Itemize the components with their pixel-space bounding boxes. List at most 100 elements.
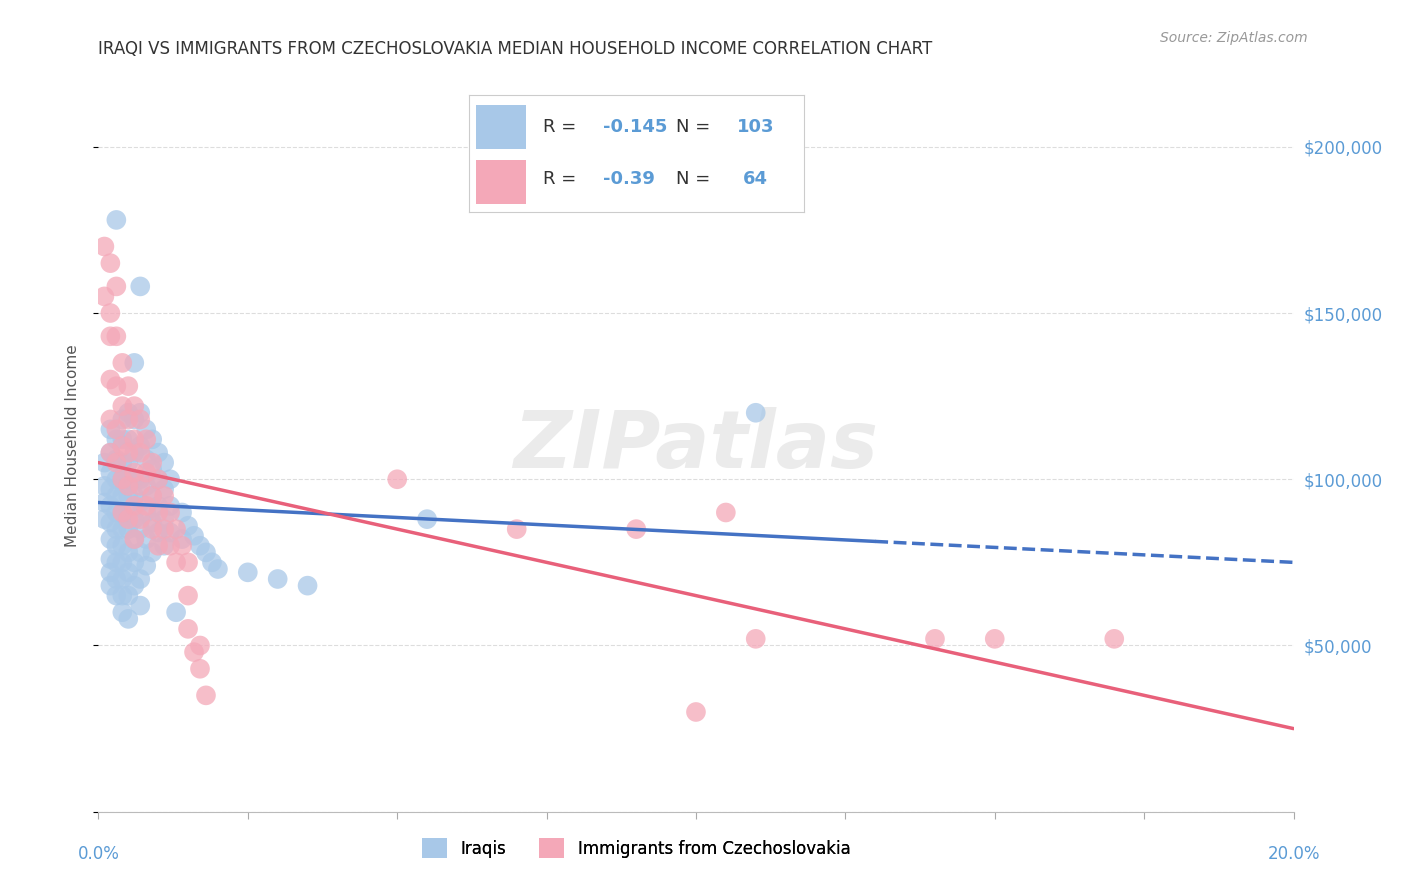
Point (506, 522, 529, 536)
Point (1104, 632, 1126, 646)
Point (93, 512, 115, 526)
Point (129, 279, 152, 293)
Point (148, 539, 170, 553)
Point (111, 433, 134, 447)
Point (111, 522, 134, 536)
Point (188, 539, 211, 553)
Point (148, 506, 170, 520)
Point (117, 612, 139, 626)
Point (124, 445, 146, 459)
Point (153, 539, 176, 553)
Point (111, 456, 134, 470)
Point (984, 632, 1007, 646)
Point (117, 489, 139, 503)
Point (117, 479, 139, 493)
Point (98, 466, 122, 480)
Point (129, 445, 152, 459)
Point (141, 489, 163, 503)
Point (124, 555, 146, 569)
Point (111, 506, 134, 520)
Point (117, 406, 139, 420)
Point (117, 506, 139, 520)
Point (98, 579, 122, 593)
Point (105, 213, 128, 227)
Point (117, 472, 139, 486)
Point (117, 433, 139, 447)
Point (111, 472, 134, 486)
Point (117, 445, 139, 459)
Point (159, 506, 181, 520)
Point (195, 689, 218, 703)
Point (111, 489, 134, 503)
Point (124, 399, 146, 413)
Point (207, 562, 229, 576)
Point (117, 412, 139, 426)
Point (111, 555, 134, 569)
Point (124, 532, 146, 546)
Point (141, 545, 163, 559)
Point (105, 279, 128, 293)
Text: 0.0%: 0.0% (77, 845, 120, 863)
Point (135, 506, 157, 520)
Point (124, 466, 146, 480)
Point (141, 462, 163, 476)
Point (129, 439, 152, 453)
Point (416, 512, 439, 526)
Point (105, 433, 128, 447)
Point (98, 422, 122, 436)
Point (141, 522, 163, 536)
Point (111, 572, 134, 586)
Point (98, 256, 122, 270)
Point (98, 532, 122, 546)
Point (177, 622, 200, 636)
Point (129, 406, 152, 420)
Point (177, 555, 200, 569)
Point (111, 539, 134, 553)
Point (267, 572, 290, 586)
Point (135, 466, 157, 480)
Point (159, 525, 181, 540)
Legend: Iraqis, Immigrants from Czechoslovakia: Iraqis, Immigrants from Czechoslovakia (422, 838, 851, 858)
Point (98, 566, 122, 580)
Point (148, 472, 170, 486)
Point (124, 512, 146, 526)
Point (105, 456, 128, 470)
Text: Source: ZipAtlas.com: Source: ZipAtlas.com (1160, 31, 1308, 45)
Point (165, 605, 187, 619)
Point (159, 472, 181, 486)
Point (135, 422, 157, 436)
Point (105, 422, 128, 436)
Point (135, 499, 157, 513)
Point (177, 518, 200, 533)
Point (105, 506, 128, 520)
Point (129, 412, 152, 426)
Point (98, 499, 122, 513)
Point (111, 356, 134, 370)
Point (626, 522, 648, 536)
Point (105, 539, 128, 553)
Point (105, 489, 128, 503)
Point (135, 479, 157, 493)
Point (93, 495, 115, 509)
Point (148, 525, 170, 540)
Point (111, 589, 134, 603)
Point (153, 512, 176, 526)
Point (111, 605, 134, 619)
Text: 20.0%: 20.0% (1267, 845, 1320, 863)
Point (117, 522, 139, 536)
Point (98, 445, 122, 459)
Point (183, 645, 205, 659)
Point (105, 522, 128, 536)
Point (117, 456, 139, 470)
Point (105, 379, 128, 393)
Point (124, 472, 146, 486)
Point (129, 472, 152, 486)
Point (159, 499, 181, 513)
Point (129, 599, 152, 613)
Point (124, 412, 146, 426)
Point (129, 495, 152, 509)
Point (714, 506, 737, 520)
Point (195, 545, 218, 559)
Point (141, 433, 163, 447)
Point (129, 479, 152, 493)
